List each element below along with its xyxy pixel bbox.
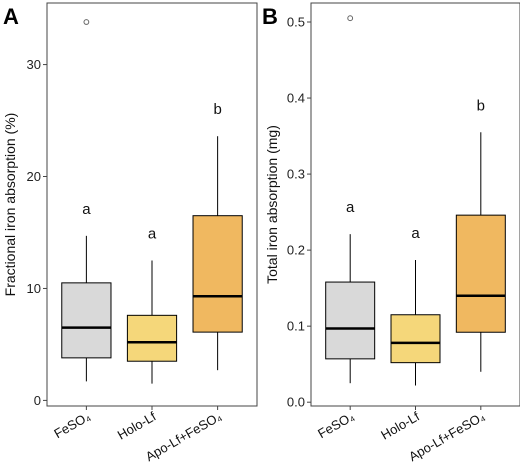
box-1: a <box>61 19 112 382</box>
y-tick-label: 0.3 <box>287 167 305 182</box>
box-iqr <box>325 281 376 360</box>
box-2: a <box>390 225 441 386</box>
y-tick-label: 30 <box>27 57 41 72</box>
box-1: a <box>325 15 376 384</box>
y-tick-label: 0.4 <box>287 91 305 106</box>
box-iqr <box>455 214 506 333</box>
y-axis-title: Fractional iron absorption (%) <box>2 113 18 297</box>
box-iqr <box>126 314 178 362</box>
box-iqr <box>192 215 243 333</box>
y-tick-label: 0.5 <box>287 15 305 30</box>
box-2: a <box>126 225 178 384</box>
y-tick-label: 20 <box>27 169 41 184</box>
y-tick-label: 0.1 <box>287 319 305 334</box>
x-tick-label: Holo-Lf <box>115 408 159 442</box>
panel-b: B 0.0 0.1 0.2 0.3 0.4 0.5 Total iron absorption… <box>262 2 520 464</box>
y-axis-title: Total iron absorption (mg) <box>264 125 280 284</box>
x-tick-label: Holo-Lf <box>378 408 422 442</box>
x-tick-label: FeSO₄ <box>51 409 93 442</box>
x-tick-label: FeSO₄ <box>315 409 357 442</box>
y-tick-label: 0.2 <box>287 243 305 258</box>
box-iqr <box>61 282 112 359</box>
box-3: b <box>455 97 506 372</box>
y-tick-label: 10 <box>27 281 41 296</box>
significance-letter: a <box>346 199 355 216</box>
y-tick-label: 0 <box>34 393 41 408</box>
significance-letter: b <box>477 97 485 114</box>
panel-letter: A <box>3 4 19 29</box>
significance-letter: a <box>411 225 420 242</box>
outlier-point <box>83 19 90 25</box>
y-tick-label: 0.0 <box>287 395 305 410</box>
panel-letter: B <box>262 4 278 29</box>
panel-a: A 0 10 20 30 Fractional iron absorption (%) a F… <box>2 2 258 464</box>
outlier-point <box>347 15 354 22</box>
box-iqr <box>390 314 441 364</box>
significance-letter: b <box>213 101 221 118</box>
box-3: b <box>192 101 243 371</box>
significance-letter: a <box>148 225 157 242</box>
significance-letter: a <box>82 201 91 218</box>
